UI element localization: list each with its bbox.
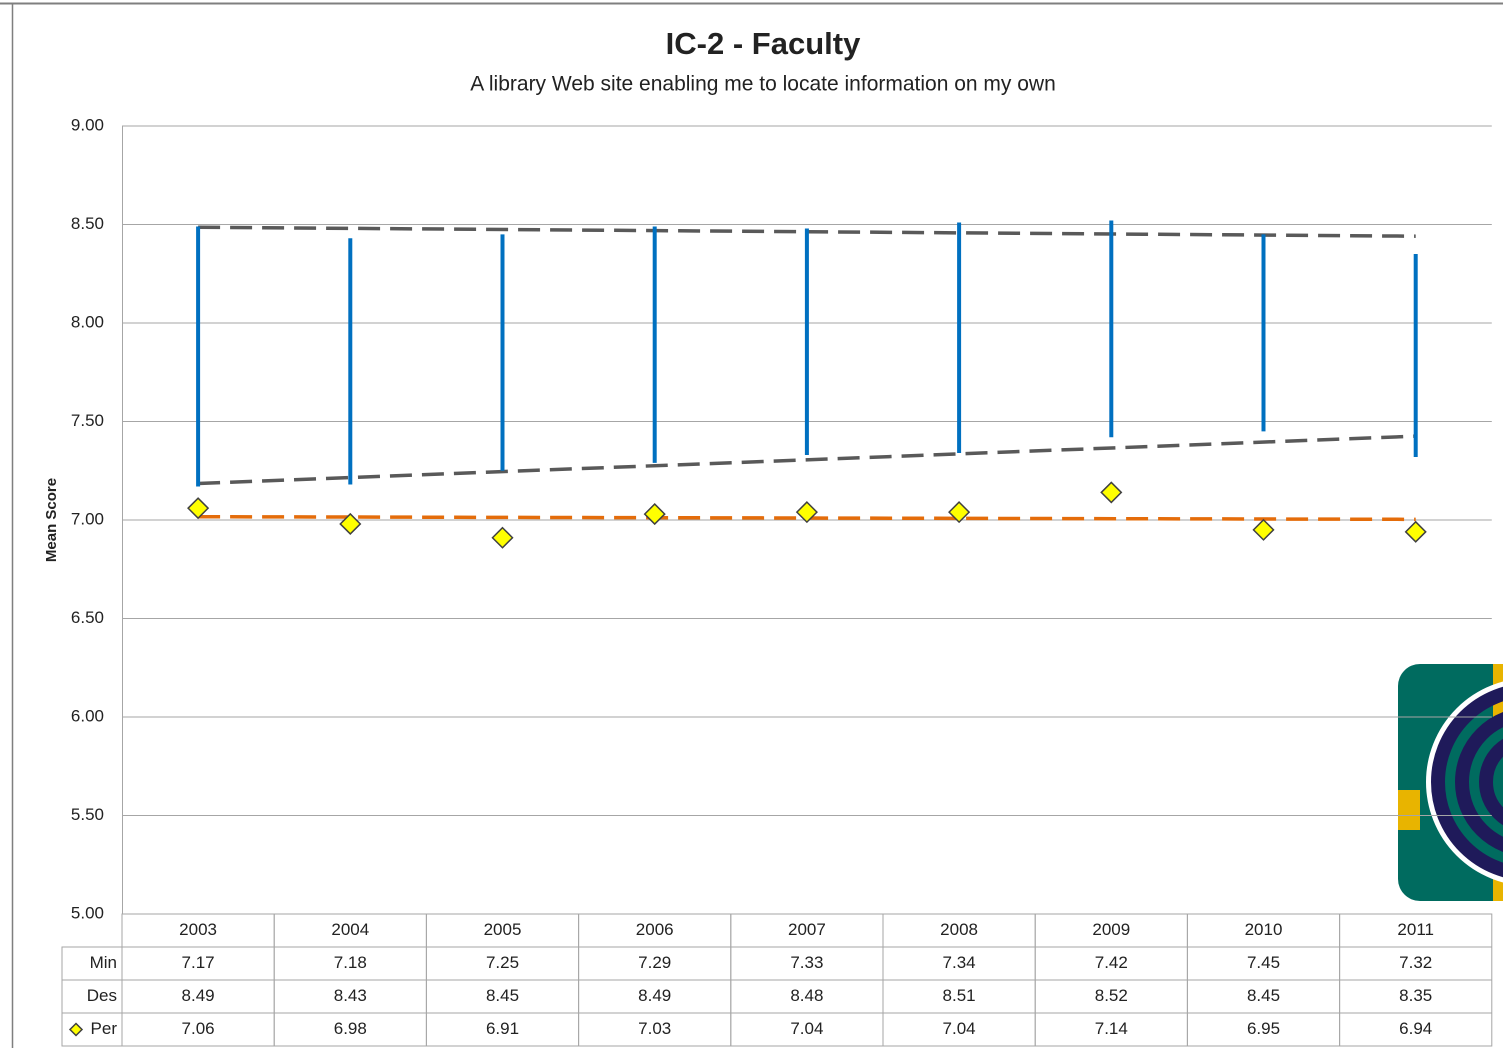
table-value: 7.45 (1247, 953, 1280, 972)
table-value: 7.32 (1399, 953, 1432, 972)
logo-ring (1455, 712, 1503, 852)
perceived-marker (187, 497, 210, 520)
y-tick-label: 5.50 (71, 805, 104, 824)
table-value: 8.49 (182, 986, 215, 1005)
table-value: 7.25 (486, 953, 519, 972)
table-value: 8.51 (943, 986, 976, 1005)
table-value: 7.14 (1095, 1019, 1128, 1038)
logo (1398, 664, 1503, 901)
table-value: 6.95 (1247, 1019, 1280, 1038)
perceived-marker (1404, 520, 1427, 543)
legend-label: Des (87, 986, 117, 1005)
logo-back (1398, 664, 1503, 901)
table-value: 7.33 (790, 953, 823, 972)
perceived-marker (491, 526, 514, 549)
y-tick-label: 7.50 (71, 411, 104, 430)
table-value: 6.98 (334, 1019, 367, 1038)
table-value: 8.45 (486, 986, 519, 1005)
table-value: 8.52 (1095, 986, 1128, 1005)
table-value: 7.06 (182, 1019, 215, 1038)
table-value: 6.94 (1399, 1019, 1432, 1038)
table-value: 7.03 (638, 1019, 671, 1038)
logo-bar (1398, 790, 1420, 830)
y-tick-label: 7.00 (71, 509, 104, 528)
y-tick-label: 8.00 (71, 312, 104, 331)
x-tick-label: 2011 (1397, 920, 1434, 939)
y-tick-label: 9.00 (71, 115, 104, 134)
x-tick-label: 2007 (788, 920, 826, 939)
table-value: 8.48 (790, 986, 823, 1005)
legend-marker (68, 1022, 84, 1037)
y-axis-label: Mean Score (43, 478, 60, 562)
x-tick-label: 2003 (179, 920, 217, 939)
table-value: 8.43 (334, 986, 367, 1005)
perceived-marker (1252, 518, 1275, 541)
legend-label: Per (91, 1019, 118, 1038)
x-tick-label: 2005 (484, 920, 522, 939)
y-tick-label: 8.50 (71, 214, 104, 233)
table-value: 7.04 (790, 1019, 823, 1038)
trend-line (198, 434, 1416, 486)
logo-ring (1479, 738, 1503, 826)
table-value: 7.17 (182, 953, 215, 972)
perceived-marker (1100, 481, 1123, 504)
table-row-header (61, 946, 123, 1047)
table-value: 8.35 (1399, 986, 1432, 1005)
table-value: 8.49 (638, 986, 671, 1005)
table-value: 7.29 (638, 953, 671, 972)
x-tick-label: 2006 (636, 920, 674, 939)
table-value: 6.91 (486, 1019, 519, 1038)
logo-ring (1426, 681, 1503, 883)
x-tick-label: 2008 (940, 920, 978, 939)
perceived-marker (795, 501, 818, 524)
x-tick-label: 2004 (331, 920, 369, 939)
perceived-marker (948, 501, 971, 524)
logo-ring (1431, 686, 1503, 878)
chart-subtitle: A library Web site enabling me to locate… (470, 73, 1056, 96)
table-value: 7.18 (334, 953, 367, 972)
y-tick-label: 5.00 (71, 903, 104, 922)
x-tick-label: 2009 (1092, 920, 1130, 939)
table-value: 8.45 (1247, 986, 1280, 1005)
table-value: 7.42 (1095, 953, 1128, 972)
chart-title: IC-2 - Faculty (666, 26, 861, 61)
perceived-marker (339, 512, 362, 536)
table-value: 7.04 (943, 1019, 976, 1038)
perceived-marker (643, 503, 666, 526)
table-value: 7.34 (943, 953, 976, 972)
logo-bar (1493, 870, 1503, 901)
x-tick-label: 2010 (1245, 920, 1283, 939)
y-tick-label: 6.00 (71, 706, 104, 725)
y-tick-label: 6.50 (71, 608, 104, 627)
legend-label: Min (90, 953, 117, 972)
